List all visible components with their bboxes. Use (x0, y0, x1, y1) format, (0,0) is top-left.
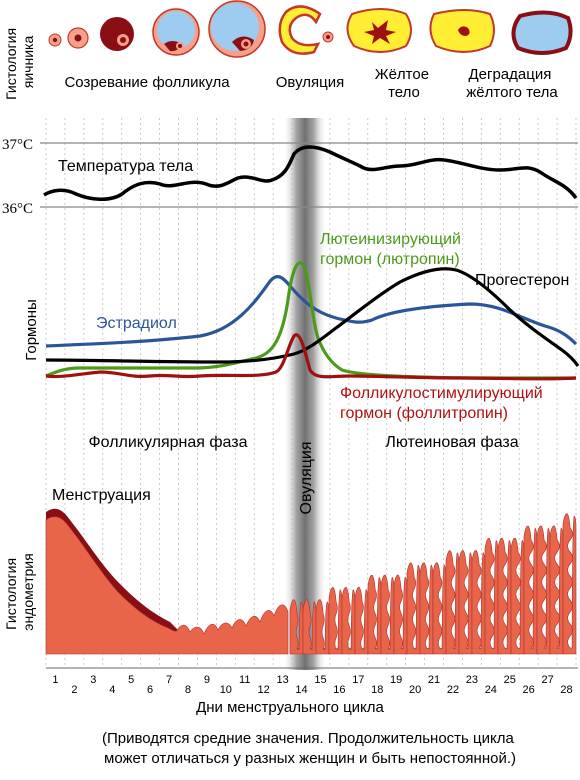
primordial-follicle-icon (48, 33, 62, 47)
day-label: 9 (204, 674, 210, 686)
endometrial-glands (289, 513, 577, 655)
stage-label-ovulation: Овуляция (276, 74, 344, 91)
follicular-phase-label: Фолликулярная фаза (88, 434, 247, 451)
mature-follicle-icon (208, 0, 266, 58)
day-label: 6 (147, 684, 153, 696)
endometrium-histology (45, 508, 577, 655)
day-label: 4 (109, 684, 115, 696)
day-label: 27 (541, 674, 553, 686)
endometrial-gland (341, 587, 356, 655)
day-label: 23 (466, 674, 478, 686)
corpus-albicans-icon (511, 10, 573, 55)
day-label: 21 (428, 674, 440, 686)
menstruation-label: Менструация (52, 487, 151, 504)
ruptured-follicle-icon (278, 5, 334, 55)
temperature-label: Температура тела (58, 158, 193, 175)
ovulation-vertical-label: Овуляция (298, 441, 315, 514)
endometrial-gland (393, 574, 408, 655)
endometrial-gland (302, 599, 317, 655)
day-label: 13 (276, 674, 288, 686)
temp-tick-36: 36°C (2, 201, 33, 217)
endometrial-gland (445, 550, 460, 655)
endometrial-gland (458, 550, 473, 655)
stage-label-maturation: Созревание фолликула (64, 74, 230, 91)
fsh-curve (45, 333, 577, 381)
primary-follicle-icon (67, 27, 89, 49)
lh-label: Лютеинизирующий гормон (лютропин) (320, 231, 465, 268)
day-label: 3 (90, 674, 96, 686)
endometrial-gland (497, 537, 512, 655)
day-label: 16 (333, 684, 345, 696)
luteal-phase-label: Лютеиновая фаза (385, 434, 518, 451)
day-label: 2 (71, 684, 77, 696)
ovary-histology (48, 0, 573, 58)
day-label: 10 (220, 684, 232, 696)
day-label: 17 (352, 674, 364, 686)
progesterone-label: Прогестерон (475, 272, 569, 289)
corpus-luteum-icon (346, 8, 412, 53)
temp-tick-37: 37°C (2, 137, 33, 153)
endometrial-gland (419, 562, 434, 655)
day-label: 25 (504, 674, 516, 686)
endometrial-gland (354, 586, 369, 655)
day-label: 20 (409, 684, 421, 696)
ovulation-band (283, 118, 327, 670)
day-label: 7 (166, 674, 172, 686)
fsh-label: Фолликулостимулирующий гормон (фоллитроп… (340, 385, 547, 422)
stage-label-degradation: Деградация жёлтого тела (466, 66, 558, 101)
endometrial-gland (549, 525, 564, 655)
ovary-side-label: Гистология яичника (3, 24, 36, 100)
day-label: 28 (560, 684, 572, 696)
endometrium-tissue-main (45, 516, 289, 655)
endometrial-gland (523, 525, 538, 655)
day-label: 15 (314, 674, 326, 686)
secondary-follicle-icon (100, 17, 134, 51)
day-label: 19 (390, 674, 402, 686)
day-label: 8 (185, 684, 191, 696)
endometrial-gland (562, 513, 577, 655)
footnote: (Приводятся средние значения. Продолжите… (102, 730, 518, 767)
day-label: 1 (52, 674, 58, 686)
corpus-luteum-regressing-icon (429, 9, 495, 53)
day-label: 24 (485, 684, 497, 696)
endometrial-gland (406, 562, 421, 655)
day-label: 18 (371, 684, 383, 696)
day-label: 12 (258, 684, 270, 696)
progesterone-curve (45, 267, 580, 367)
endometrial-gland (432, 562, 447, 655)
endometrial-gland (510, 537, 525, 655)
antral-follicle-icon (152, 8, 200, 56)
day-label: 11 (239, 674, 250, 686)
endometrial-gland (484, 537, 499, 655)
endometrial-gland (471, 550, 486, 655)
hormones-side-label: Гормоны (23, 299, 40, 361)
axis-title: Дни менструального цикла (196, 699, 384, 716)
day-label: 22 (447, 684, 459, 696)
endometrial-gland (328, 587, 343, 655)
endometrial-gland (367, 574, 382, 655)
temperature-curve (43, 145, 578, 201)
day-gridlines (45, 118, 577, 668)
day-axis-labels: 1234567891011121314151617181920212223242… (52, 674, 572, 696)
day-label: 26 (523, 684, 535, 696)
estradiol-label: Эстрадиол (96, 315, 177, 332)
endometrial-gland (289, 599, 304, 655)
day-label: 14 (295, 684, 307, 696)
day-label: 5 (128, 674, 134, 686)
endometrium-side-label: Гистология эндометрия (3, 553, 36, 630)
endometrial-gland (380, 574, 395, 655)
endometrial-gland (536, 525, 551, 655)
endometrial-gland (315, 599, 330, 655)
stage-label-corpus-luteum: Жёлтое тело (375, 66, 434, 101)
